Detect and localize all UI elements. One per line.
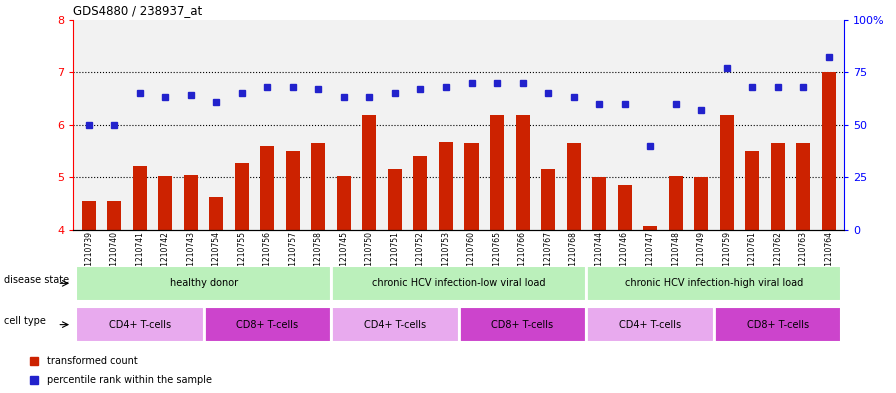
Text: healthy donor: healthy donor [169,278,237,288]
Bar [490,115,504,230]
Bar [668,176,683,230]
Bar [822,72,836,230]
Bar [566,143,581,230]
Bar [694,177,708,230]
Bar [439,141,453,230]
Bar [586,266,841,301]
Bar [261,146,274,230]
Bar [643,226,657,230]
Text: CD4+ T-cells: CD4+ T-cells [364,320,426,330]
Bar [719,115,734,230]
Bar [337,176,351,230]
Text: transformed count: transformed count [47,356,137,366]
Bar [210,197,223,230]
Bar [82,201,96,230]
Text: CD4+ T-cells: CD4+ T-cells [619,320,681,330]
Bar [184,175,198,230]
Bar [714,307,841,342]
Bar [464,143,478,230]
Text: chronic HCV infection-low viral load: chronic HCV infection-low viral load [372,278,546,288]
Bar [771,143,785,230]
Text: cell type: cell type [4,316,46,326]
Bar [586,307,714,342]
Bar [541,169,555,230]
Bar [362,115,376,230]
Bar [515,115,530,230]
Text: percentile rank within the sample: percentile rank within the sample [47,375,211,386]
Text: CD8+ T-cells: CD8+ T-cells [237,320,298,330]
Bar [76,307,203,342]
Text: disease state: disease state [4,275,69,285]
Bar [413,156,427,230]
Bar [459,307,586,342]
Bar [235,163,249,230]
Bar [592,177,606,230]
Bar [745,151,759,230]
Text: CD8+ T-cells: CD8+ T-cells [746,320,809,330]
Text: GDS4880 / 238937_at: GDS4880 / 238937_at [73,4,202,17]
Bar [332,307,459,342]
Bar [133,166,147,230]
Bar [203,307,332,342]
Bar [617,185,632,230]
Bar [286,151,300,230]
Text: CD4+ T-cells: CD4+ T-cells [108,320,171,330]
Bar [108,201,121,230]
Bar [388,169,402,230]
Bar [312,143,325,230]
Bar [332,266,586,301]
Bar [159,176,172,230]
Bar [797,143,810,230]
Text: chronic HCV infection-high viral load: chronic HCV infection-high viral load [625,278,803,288]
Bar [76,266,332,301]
Text: CD8+ T-cells: CD8+ T-cells [492,320,554,330]
